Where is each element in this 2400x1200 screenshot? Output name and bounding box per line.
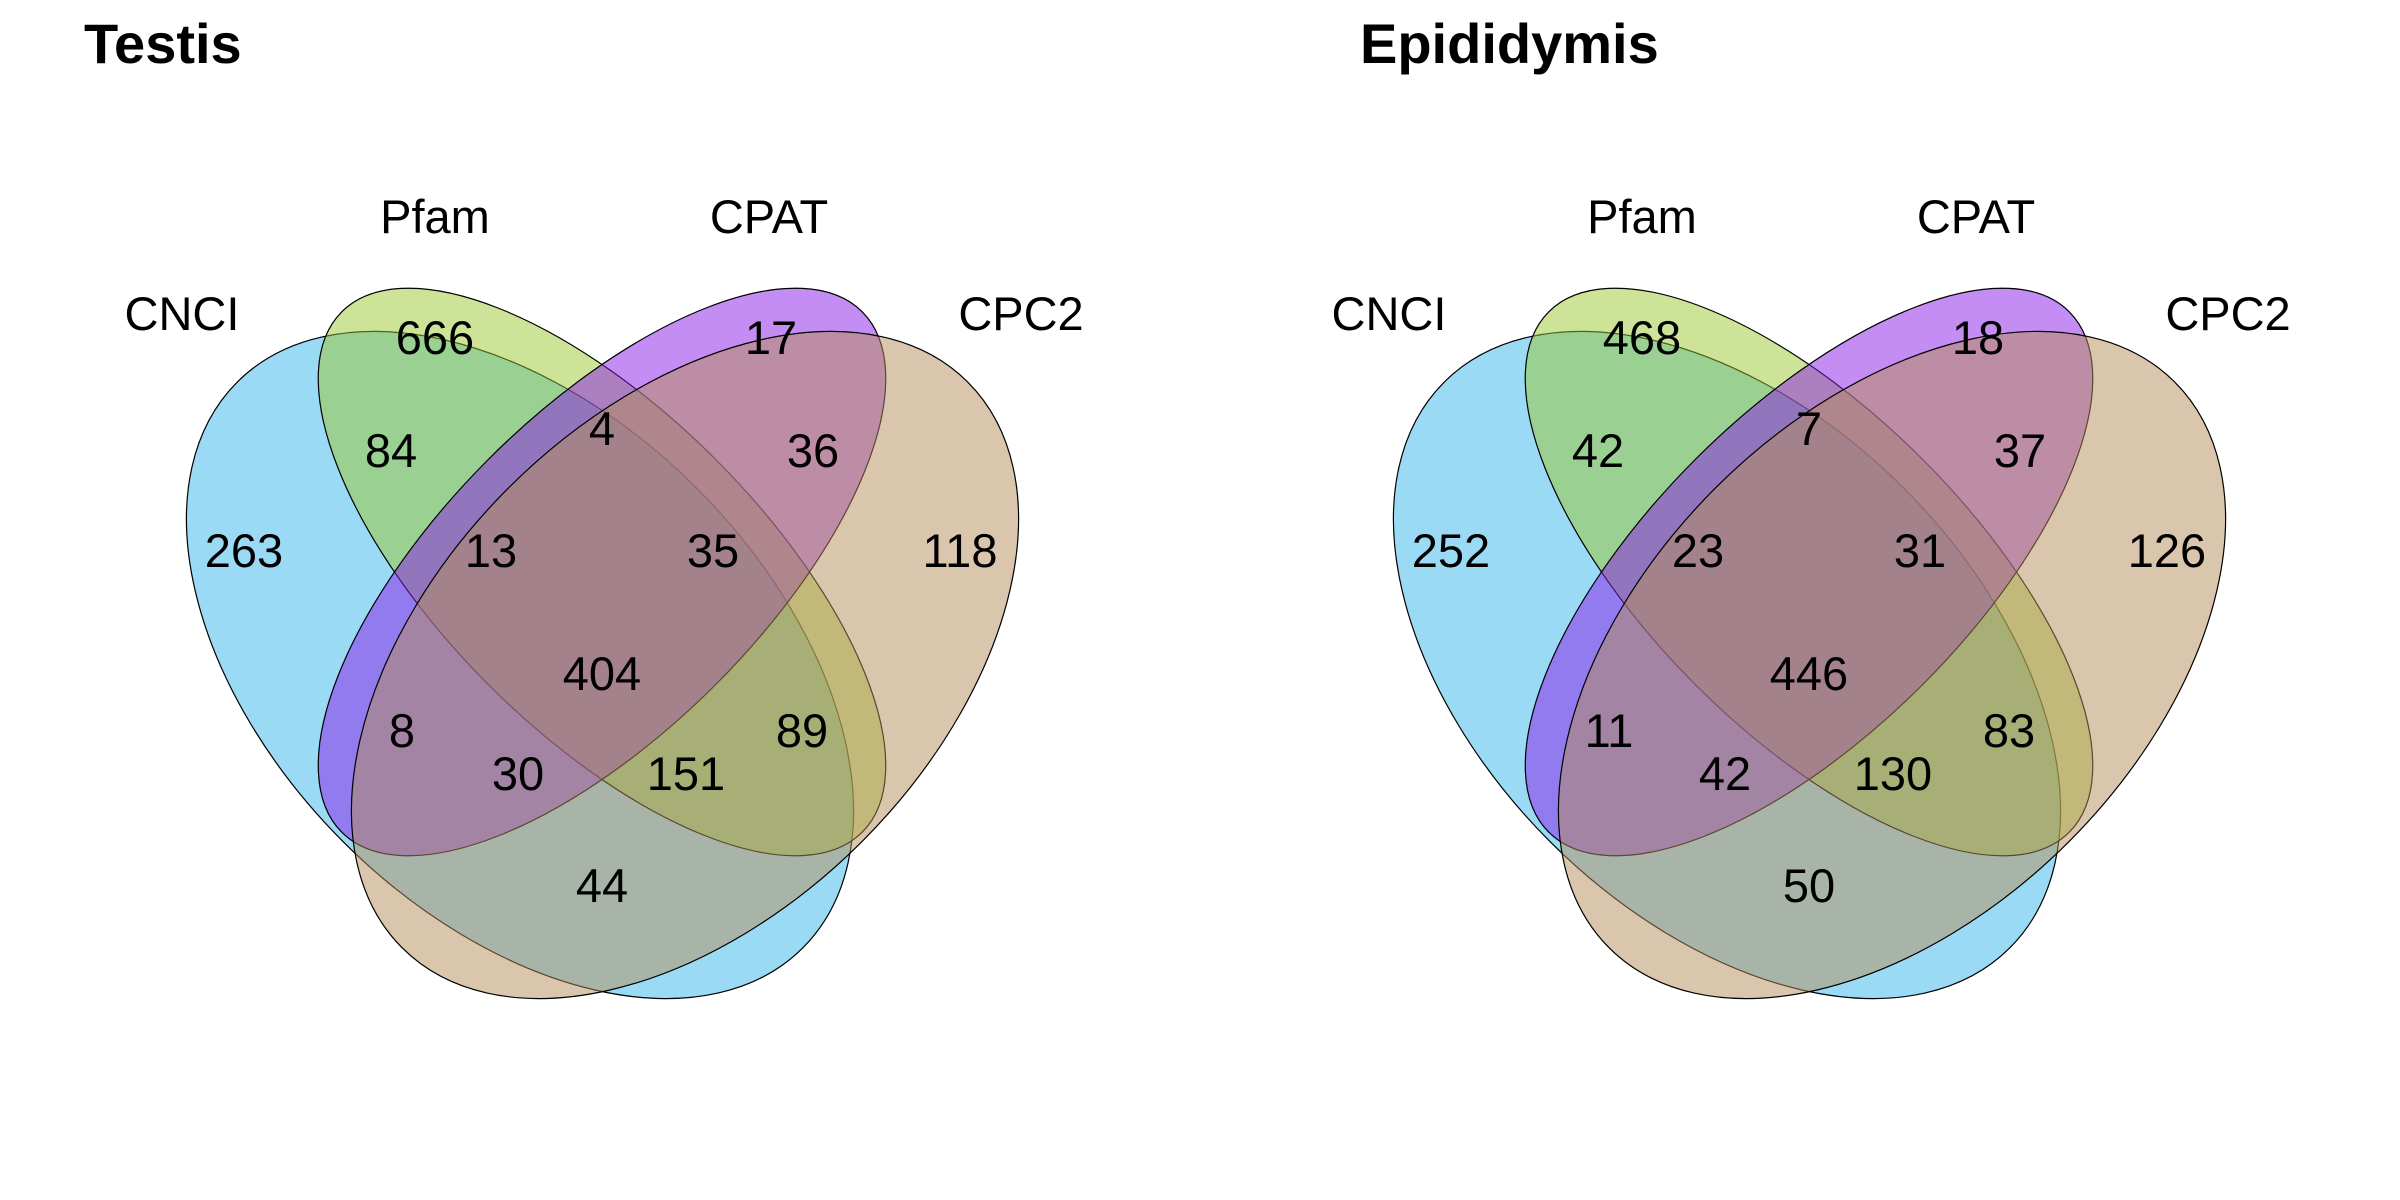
region-count-cnci-cpat: 11 [1585, 704, 1634, 757]
region-count-cnci-cpat-cpc2: 30 [492, 747, 544, 800]
region-count-cnci-cpat-cpc2: 42 [1699, 747, 1751, 800]
region-count-cnci-pfam-cpc2: 130 [1854, 747, 1932, 800]
region-count-cnci-pfam-cpc2: 151 [647, 747, 725, 800]
set-label-cpc2: CPC2 [2165, 287, 2290, 340]
region-count-cnci-only: 252 [1412, 524, 1490, 577]
region-count-pfam-cpc2: 89 [776, 704, 828, 757]
region-count-cnci-only: 263 [205, 524, 283, 577]
venn-panel-testis: Testis CNCI Pfam CPAT CPC2 263 666 17 11… [84, 12, 1084, 1000]
region-count-cnci-pfam: 84 [365, 424, 417, 477]
region-count-pfam-only: 666 [396, 311, 474, 364]
set-label-pfam: Pfam [1587, 190, 1697, 243]
panel-title: Epididymis [1360, 12, 1659, 75]
region-count-pfam-cpat-cpc2: 31 [1894, 524, 1946, 577]
region-count-pfam-only: 468 [1603, 311, 1681, 364]
region-count-cnci-cpc2: 50 [1783, 859, 1835, 912]
region-count-pfam-cpat: 4 [589, 402, 615, 455]
region-count-cpat-only: 17 [745, 311, 797, 364]
region-count-cpat-cpc2: 37 [1994, 424, 2046, 477]
set-ellipse-cpc2 [350, 330, 1020, 1000]
set-label-pfam: Pfam [380, 190, 490, 243]
region-count-pfam-cpc2: 83 [1983, 704, 2035, 757]
region-count-pfam-cpat-cpc2: 35 [687, 524, 739, 577]
set-label-cpc2: CPC2 [958, 287, 1083, 340]
region-count-cpc2-only: 118 [923, 524, 998, 577]
region-count-cnci-cpat: 8 [389, 704, 415, 757]
region-count-cpat-cpc2: 36 [787, 424, 839, 477]
set-label-cpat: CPAT [710, 190, 828, 243]
region-count-cpc2-only: 126 [2128, 524, 2206, 577]
set-label-cpat: CPAT [1917, 190, 2035, 243]
region-count-cpat-only: 18 [1952, 311, 2004, 364]
set-label-cnci: CNCI [125, 287, 240, 340]
region-count-pfam-cpat: 7 [1796, 402, 1822, 455]
region-count-cnci-pfam: 42 [1572, 424, 1624, 477]
region-count-cnci-cpc2: 44 [576, 859, 628, 912]
region-count-cnci-pfam-cpat: 23 [1672, 524, 1724, 577]
venn-panel-epididymis: Epididymis CNCI Pfam CPAT CPC2 252 468 1… [1332, 12, 2291, 1000]
set-label-cnci: CNCI [1332, 287, 1447, 340]
region-count-cnci-pfam-cpat: 13 [465, 524, 517, 577]
region-count-all-four: 446 [1770, 647, 1848, 700]
panel-title: Testis [84, 12, 242, 75]
set-ellipse-cpc2 [1557, 330, 2227, 1000]
region-count-all-four: 404 [563, 647, 641, 700]
